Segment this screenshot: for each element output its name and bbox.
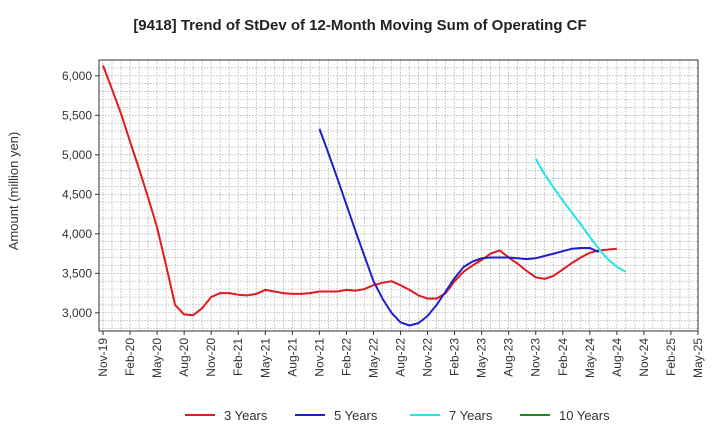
x-tick-label: Feb-21 bbox=[231, 338, 245, 376]
plot-frame bbox=[98, 59, 699, 332]
x-tick-label: Feb-25 bbox=[664, 338, 678, 376]
x-tick-label: May-20 bbox=[150, 338, 164, 378]
x-tick-label: Aug-22 bbox=[394, 338, 408, 377]
y-tick-label: 3,000 bbox=[62, 306, 92, 320]
x-tick-label: Nov-22 bbox=[421, 338, 435, 377]
legend-label-7-years: 7 Years bbox=[449, 408, 493, 423]
grid-lines bbox=[99, 59, 699, 331]
chart-title: [9418] Trend of StDev of 12-Month Moving… bbox=[133, 17, 586, 34]
y-tick-label: 5,500 bbox=[62, 108, 92, 122]
x-tick-label: Feb-24 bbox=[556, 338, 570, 376]
legend: 3 Years 5 Years 7 Years 10 Years bbox=[185, 408, 610, 423]
legend-label-10-years: 10 Years bbox=[559, 408, 610, 423]
x-tick-label: Feb-22 bbox=[339, 338, 353, 376]
x-tick-label: Nov-19 bbox=[96, 338, 110, 377]
x-tick-label: Nov-24 bbox=[637, 338, 651, 377]
x-tick-label: Aug-20 bbox=[177, 338, 191, 377]
x-tick-label: Feb-20 bbox=[123, 338, 137, 376]
x-tick-label: Aug-23 bbox=[502, 338, 516, 377]
x-tick-label: Aug-21 bbox=[285, 338, 299, 377]
y-tick-label: 6,000 bbox=[62, 69, 92, 83]
x-tick-label: May-21 bbox=[258, 338, 272, 378]
y-tick-label: 4,000 bbox=[62, 227, 92, 241]
x-tick-label: Feb-23 bbox=[448, 338, 462, 376]
y-axis-label: Amount (million yen) bbox=[6, 132, 21, 251]
x-tick-label: May-22 bbox=[366, 338, 380, 378]
legend-label-3-years: 3 Years bbox=[224, 408, 268, 423]
legend-label-5-years: 5 Years bbox=[334, 408, 378, 423]
x-tick-label: May-23 bbox=[475, 338, 489, 378]
x-tick-label: May-24 bbox=[583, 338, 597, 378]
x-tick-label: Nov-21 bbox=[312, 338, 326, 377]
x-tick-label: Aug-24 bbox=[610, 338, 624, 377]
series-line-5-years bbox=[318, 128, 600, 327]
y-tick-label: 4,500 bbox=[62, 187, 92, 201]
x-tick-label: Nov-23 bbox=[529, 338, 543, 377]
plot-area bbox=[99, 60, 698, 331]
x-tick-label: May-25 bbox=[691, 338, 705, 378]
series-lines bbox=[102, 65, 627, 327]
x-tick-label: Nov-20 bbox=[204, 338, 218, 377]
y-axis-ticks: 3,000 3,500 4,000 4,500 5,000 5,500 6,000 bbox=[62, 69, 99, 320]
series-line-3-years bbox=[102, 65, 617, 317]
y-tick-label: 5,000 bbox=[62, 148, 92, 162]
y-tick-label: 3,500 bbox=[62, 266, 92, 280]
series-line-7-years bbox=[534, 158, 627, 273]
x-axis-ticks: Nov-19 Feb-20 May-20 Aug-20 Nov-20 Feb-21 May-… bbox=[96, 331, 705, 378]
